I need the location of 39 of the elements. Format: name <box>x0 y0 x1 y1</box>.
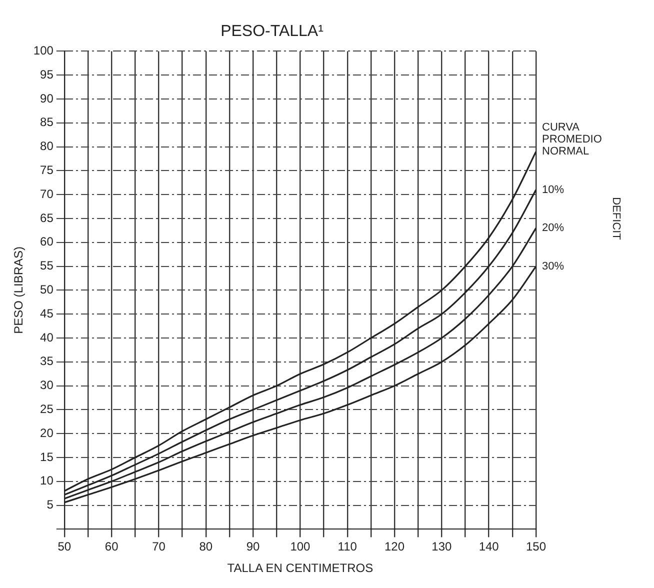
y-tick-label: 30 <box>40 378 54 392</box>
series-label: 30% <box>542 260 564 272</box>
y-tick-label: 5 <box>46 498 54 512</box>
y-tick-label: 40 <box>40 330 54 344</box>
y-tick-label: 25 <box>40 402 54 416</box>
y-tick-label: 45 <box>40 306 54 320</box>
x-tick-label: 50 <box>58 540 72 554</box>
x-tick-label: 120 <box>384 540 405 554</box>
y-tick-label: 55 <box>40 258 54 273</box>
y-tick-label: 20 <box>40 426 54 440</box>
y-tick-label: 65 <box>40 210 54 225</box>
y-tick-label: 80 <box>40 139 54 154</box>
y-axis-title: PESO (LIBRAS) <box>12 246 26 334</box>
series-label: 20% <box>542 222 564 234</box>
x-tick-label: 60 <box>104 540 119 554</box>
x-tick-label: 80 <box>199 540 213 554</box>
text: DEFICIT <box>610 197 622 240</box>
series-label: 10% <box>542 184 564 196</box>
y-tick-label: 60 <box>40 234 54 249</box>
y-tick-label: 85 <box>40 115 54 130</box>
x-tick-label: 100 <box>290 540 311 554</box>
y-tick-label: 75 <box>40 163 54 178</box>
x-axis-title: TALLA EN CENTIMETROS <box>227 561 374 576</box>
y-tick-label: 15 <box>40 450 54 464</box>
x-tick-label: 90 <box>246 540 260 554</box>
x-tick-label: 150 <box>526 540 546 554</box>
series-label: CURVA PROMEDIO NORMAL <box>542 122 602 158</box>
x-tick-label: 70 <box>152 540 166 554</box>
y-tick-label: 95 <box>40 67 54 82</box>
y-tick-label: 35 <box>40 354 54 368</box>
x-tick-label: 110 <box>338 540 358 554</box>
y-tick-label: 50 <box>40 282 54 297</box>
x-tick-label: 130 <box>432 540 452 554</box>
x-tick-label: 140 <box>478 540 500 554</box>
y-tick-label: 90 <box>40 91 54 106</box>
y-tick-label: 10 <box>40 474 54 488</box>
y-tick-label: 70 <box>40 186 54 201</box>
y-tick-label: 100 <box>33 44 54 58</box>
chart-title: PESO-TALLA¹ <box>220 23 324 40</box>
